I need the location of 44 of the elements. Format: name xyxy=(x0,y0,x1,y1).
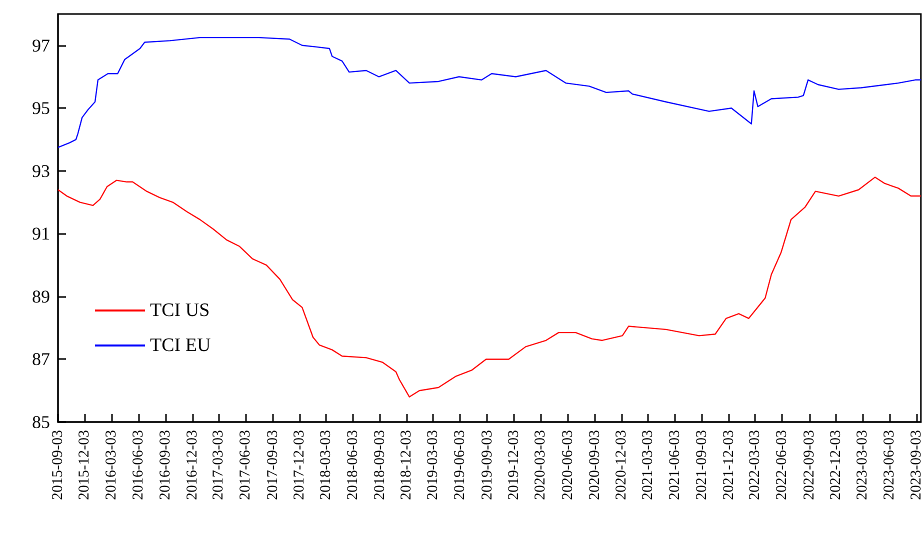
x-tick-label: 2016-03-03 xyxy=(103,430,120,500)
x-tick-label: 2020-03-03 xyxy=(532,430,549,500)
x-tick-label: 2022-06-03 xyxy=(774,430,790,500)
x-tick-label: 2023-03-03 xyxy=(854,430,870,500)
x-tick-label: 2017-06-03 xyxy=(238,430,254,500)
x-tick-label: 2018-03-03 xyxy=(318,430,334,500)
x-tick-label: 2016-09-03 xyxy=(158,430,174,500)
y-tick-label: 95 xyxy=(32,98,50,118)
x-tick-label: 2019-03-03 xyxy=(425,430,442,500)
x-tick-label: 2019-06-03 xyxy=(452,430,468,500)
x-tick-label: 2016-12-03 xyxy=(184,430,200,500)
x-tick-label: 2020-06-03 xyxy=(560,430,576,500)
x-tick-label: 2020-12-03 xyxy=(614,430,630,500)
y-tick-label: 93 xyxy=(32,160,50,181)
x-tick-label: 2021-03-03 xyxy=(640,430,656,500)
y-tick-label: 85 xyxy=(32,412,50,432)
y-tick-label: 97 xyxy=(32,35,50,56)
x-tick-label: 2022-12-03 xyxy=(828,430,844,500)
y-tick-label: 91 xyxy=(32,224,50,244)
line-series xyxy=(57,36,922,148)
x-tick-label: 2023-09-03 xyxy=(908,430,924,500)
x-tick-label: 2022-09-03 xyxy=(801,430,818,500)
x-tick-label: 2018-12-03 xyxy=(398,430,415,500)
legend-label: TCI US xyxy=(150,300,210,321)
x-tick-label: 2018-06-03 xyxy=(344,430,361,500)
line-series xyxy=(57,176,922,398)
x-tick-label: 2017-12-03 xyxy=(292,430,308,500)
x-tick-label: 2015-09-03 xyxy=(50,430,66,500)
x-tick-label: 2019-12-03 xyxy=(506,430,522,500)
x-tick-label: 2021-09-03 xyxy=(694,430,710,500)
x-tick-label: 2023-06-03 xyxy=(881,430,898,500)
x-tick-label: 2021-06-03 xyxy=(666,430,683,500)
x-tick-label: 2019-09-03 xyxy=(479,430,496,500)
x-tick-label: 2018-09-03 xyxy=(372,430,388,500)
y-tick-label: 87 xyxy=(32,349,50,370)
legend-label: TCI EU xyxy=(150,335,211,356)
x-tick-label: 2016-06-03 xyxy=(130,430,147,500)
x-tick-label: 2015-12-03 xyxy=(76,430,93,500)
x-tick-label: 2021-12-03 xyxy=(720,430,737,500)
x-tick-label: 2017-03-03 xyxy=(210,430,227,500)
x-tick-label: 2020-09-03 xyxy=(586,430,603,500)
x-tick-label: 2022-03-03 xyxy=(747,430,764,500)
x-tick-label: 2017-09-03 xyxy=(264,430,281,500)
y-tick-label: 89 xyxy=(32,286,50,306)
